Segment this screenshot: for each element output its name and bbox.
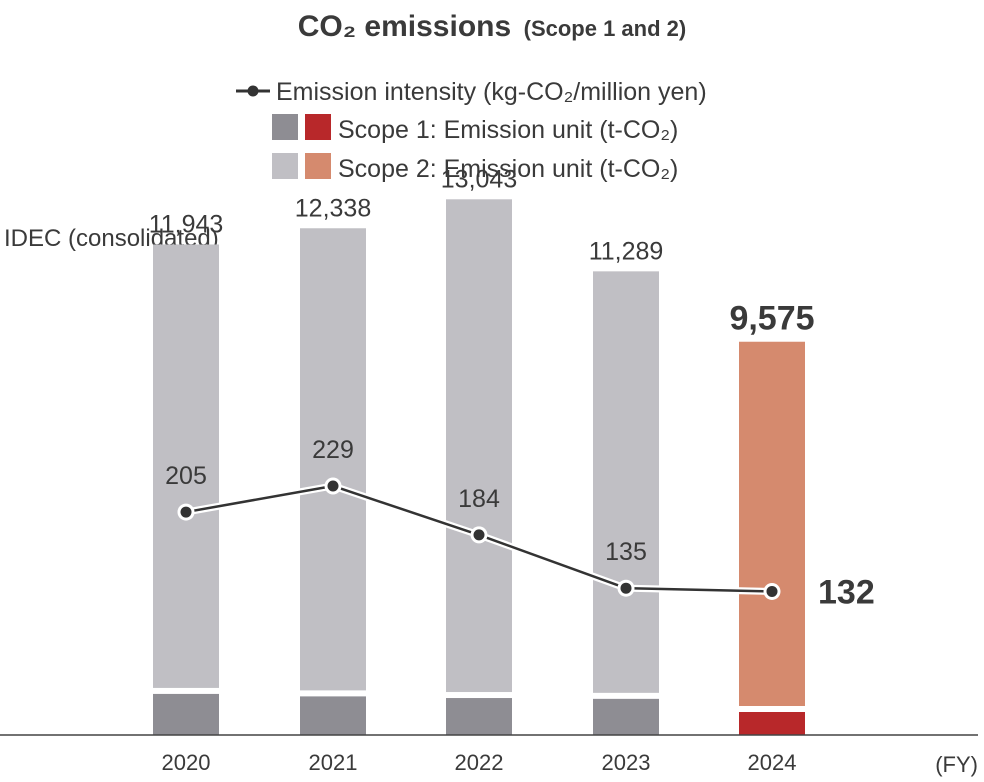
intensity-label-2022: 184: [458, 485, 500, 513]
total-label-2023: 11,289: [589, 237, 664, 265]
intensity-label-2024: 132: [818, 573, 875, 611]
bar-scope1-2020: [153, 693, 219, 735]
x-tick-2023: 2023: [602, 750, 651, 775]
legend-scope2-swatch: [272, 153, 298, 179]
total-label-2024: 9,575: [729, 300, 814, 338]
bar-scope1-2024: [739, 712, 805, 735]
chart-title-main: CO₂ emissions: [298, 10, 511, 43]
intensity-point-2022: [473, 529, 485, 541]
chart-title: CO₂ emissions (Scope 1 and 2): [298, 10, 686, 43]
legend-scope1-label: Scope 1: Emission unit (t-CO₂): [338, 116, 678, 144]
x-tick-2024: 2024: [748, 750, 797, 775]
total-label-2021: 12,338: [295, 194, 371, 222]
intensity-label-2020: 205: [165, 462, 207, 490]
bar-scope1-2022: [446, 698, 512, 735]
x-tick-2022: 2022: [455, 750, 504, 775]
total-label-2022: 13,043: [441, 165, 517, 193]
x-axis-unit-label: (FY): [935, 752, 978, 777]
legend-scope2-label: Scope 2: Emission unit (t-CO₂): [338, 155, 678, 183]
intensity-point-2024: [766, 585, 778, 597]
bar-scope2-2022: [446, 199, 512, 693]
intensity-line-layer: 205 229 184 135 132: [165, 436, 875, 611]
legend: Emission intensity (kg-CO₂/million yen) …: [236, 78, 707, 183]
total-label-2020: 11,943: [149, 210, 224, 238]
legend-intensity-label: Emission intensity (kg-CO₂/million yen): [276, 78, 707, 106]
intensity-point-2020: [180, 506, 192, 518]
x-tick-2021: 2021: [309, 750, 358, 775]
x-tick-layer: 2020 2021 2022 2023 2024: [162, 750, 797, 775]
bar-scope1-2021: [300, 696, 366, 735]
bar-scope2-2024: [739, 341, 805, 706]
intensity-point-2021: [327, 480, 339, 492]
legend-scope2-highlight-swatch: [305, 153, 331, 179]
bar-scope1-2023: [593, 698, 659, 735]
legend-scope1-highlight-swatch: [305, 114, 331, 140]
bar-scope2-2023: [593, 271, 659, 693]
bar-scope2-2020: [153, 244, 219, 688]
intensity-label-2023: 135: [605, 538, 647, 566]
intensity-label-2021: 229: [312, 436, 354, 464]
x-tick-2020: 2020: [162, 750, 211, 775]
bar-layer: 11,943 12,338 13,043 11,289 9,575: [149, 165, 815, 735]
intensity-point-2023: [620, 582, 632, 594]
chart-title-suffix: (Scope 1 and 2): [524, 16, 687, 41]
bar-scope2-2021: [300, 228, 366, 691]
legend-line-marker: [247, 85, 259, 97]
legend-scope1-swatch: [272, 114, 298, 140]
